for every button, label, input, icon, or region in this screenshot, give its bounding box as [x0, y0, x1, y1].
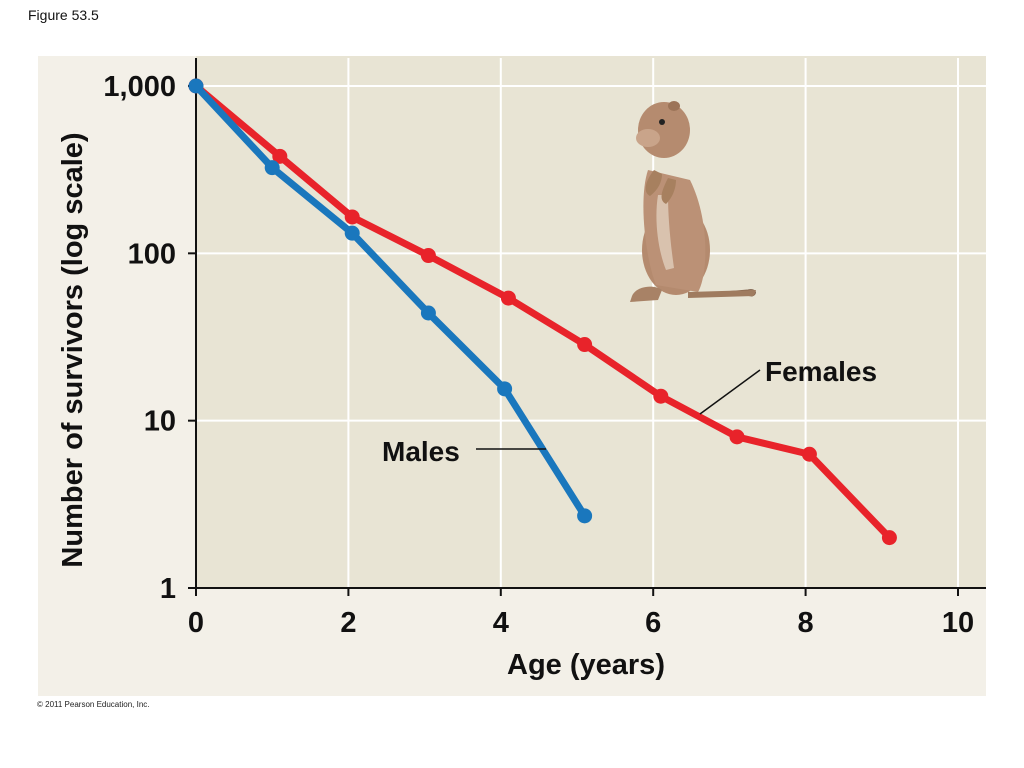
y-tick-label: 1 — [160, 573, 176, 605]
grid — [196, 58, 986, 588]
males-series-line — [192, 82, 589, 520]
females-data-point — [500, 290, 516, 306]
females-data-point — [344, 209, 360, 225]
y-tick-label: 1,000 — [103, 71, 176, 103]
males-data-point — [264, 160, 280, 176]
annotations: Females Males — [382, 356, 877, 467]
y-tick-label: 100 — [128, 238, 176, 270]
x-tick-label: 0 — [188, 607, 204, 639]
females-data-point — [272, 148, 288, 164]
females-data-point — [729, 429, 745, 445]
males-data-point — [420, 305, 436, 321]
y-tick-label: 10 — [144, 406, 176, 438]
ticks: 0 2 4 6 8 10 1 10 100 1,000 — [103, 71, 974, 639]
y-axis-title: Number of survivors (log scale) — [57, 132, 89, 567]
x-tick-label: 2 — [340, 607, 356, 639]
males-data-point — [577, 508, 593, 524]
x-tick-label: 8 — [798, 607, 814, 639]
females-leader-line — [699, 369, 761, 415]
females-series-line — [192, 82, 893, 542]
axes — [195, 58, 986, 589]
x-tick-label: 10 — [942, 607, 974, 639]
females-data-point — [420, 248, 436, 264]
females-data-point — [577, 337, 593, 353]
males-label: Males — [382, 436, 460, 467]
females-label: Females — [765, 356, 877, 387]
males-data-point — [188, 78, 204, 94]
series-layer — [188, 78, 897, 546]
copyright-notice: © 2011 Pearson Education, Inc. — [37, 700, 150, 709]
males-data-point — [344, 225, 360, 241]
x-tick-label: 6 — [645, 607, 661, 639]
females-data-point — [653, 388, 669, 404]
x-tick-label: 4 — [493, 607, 509, 639]
females-data-point — [881, 530, 897, 546]
ground-squirrel-icon — [630, 101, 756, 302]
plot-background — [196, 56, 986, 588]
females-data-point — [801, 446, 817, 462]
males-data-point — [497, 381, 513, 397]
x-axis-title: Age (years) — [507, 649, 665, 681]
figure-label: Figure 53.5 — [28, 7, 99, 23]
